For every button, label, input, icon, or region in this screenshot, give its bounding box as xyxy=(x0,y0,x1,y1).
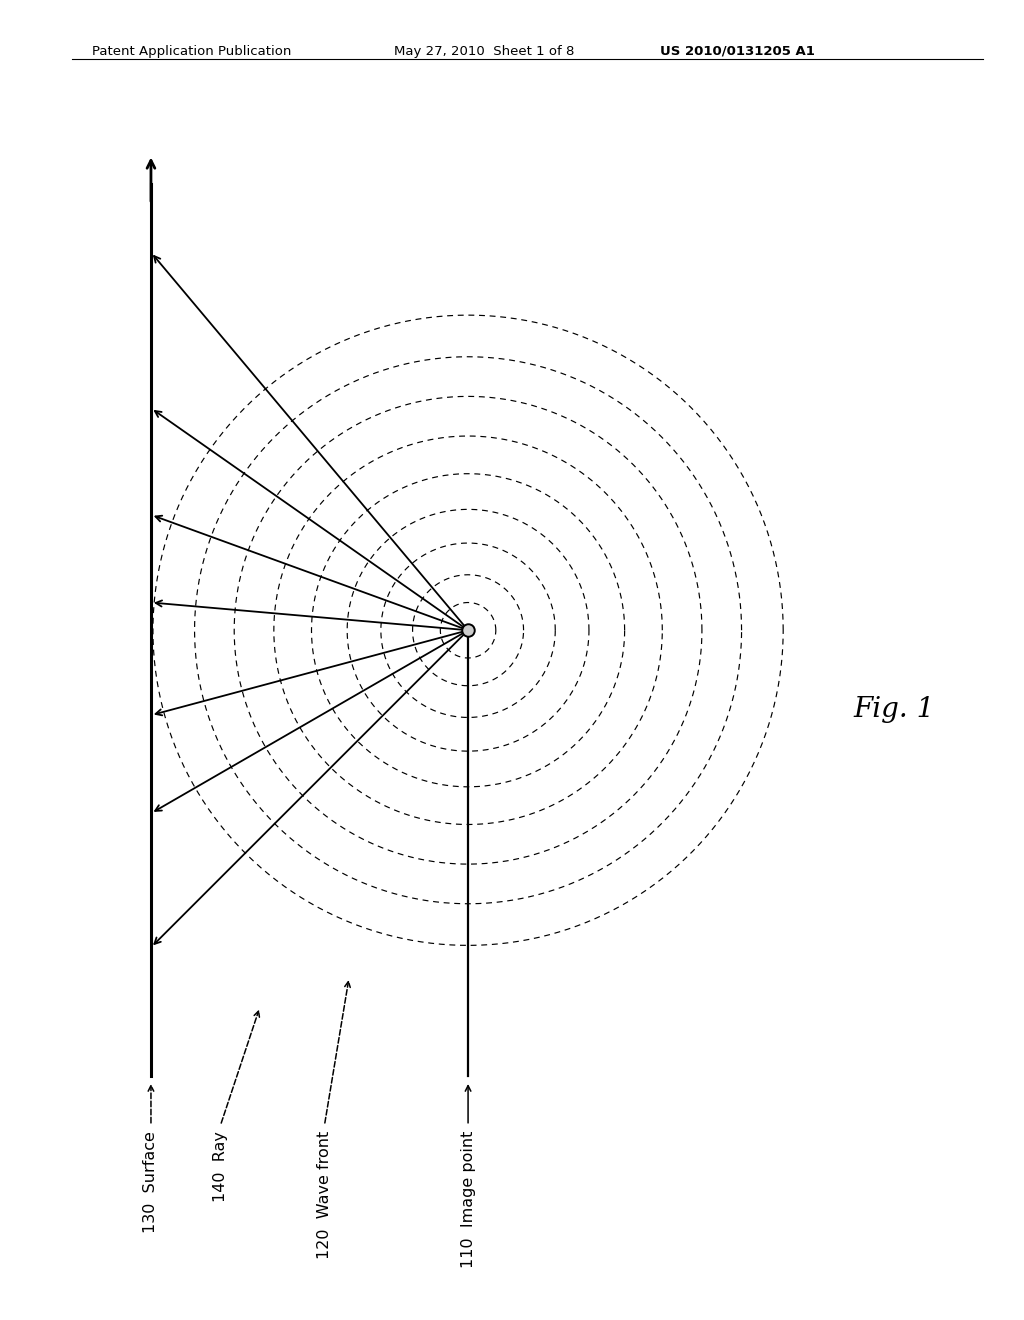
Text: 110  Image point: 110 Image point xyxy=(461,1131,475,1269)
Text: 130  Surface: 130 Surface xyxy=(143,1131,159,1233)
Text: 120  Wave front: 120 Wave front xyxy=(316,1131,332,1259)
Text: Fig. 1: Fig. 1 xyxy=(854,696,935,723)
Text: US 2010/0131205 A1: US 2010/0131205 A1 xyxy=(660,45,815,58)
Text: 140  Ray: 140 Ray xyxy=(213,1131,227,1201)
Text: Patent Application Publication: Patent Application Publication xyxy=(92,45,292,58)
Text: May 27, 2010  Sheet 1 of 8: May 27, 2010 Sheet 1 of 8 xyxy=(394,45,574,58)
